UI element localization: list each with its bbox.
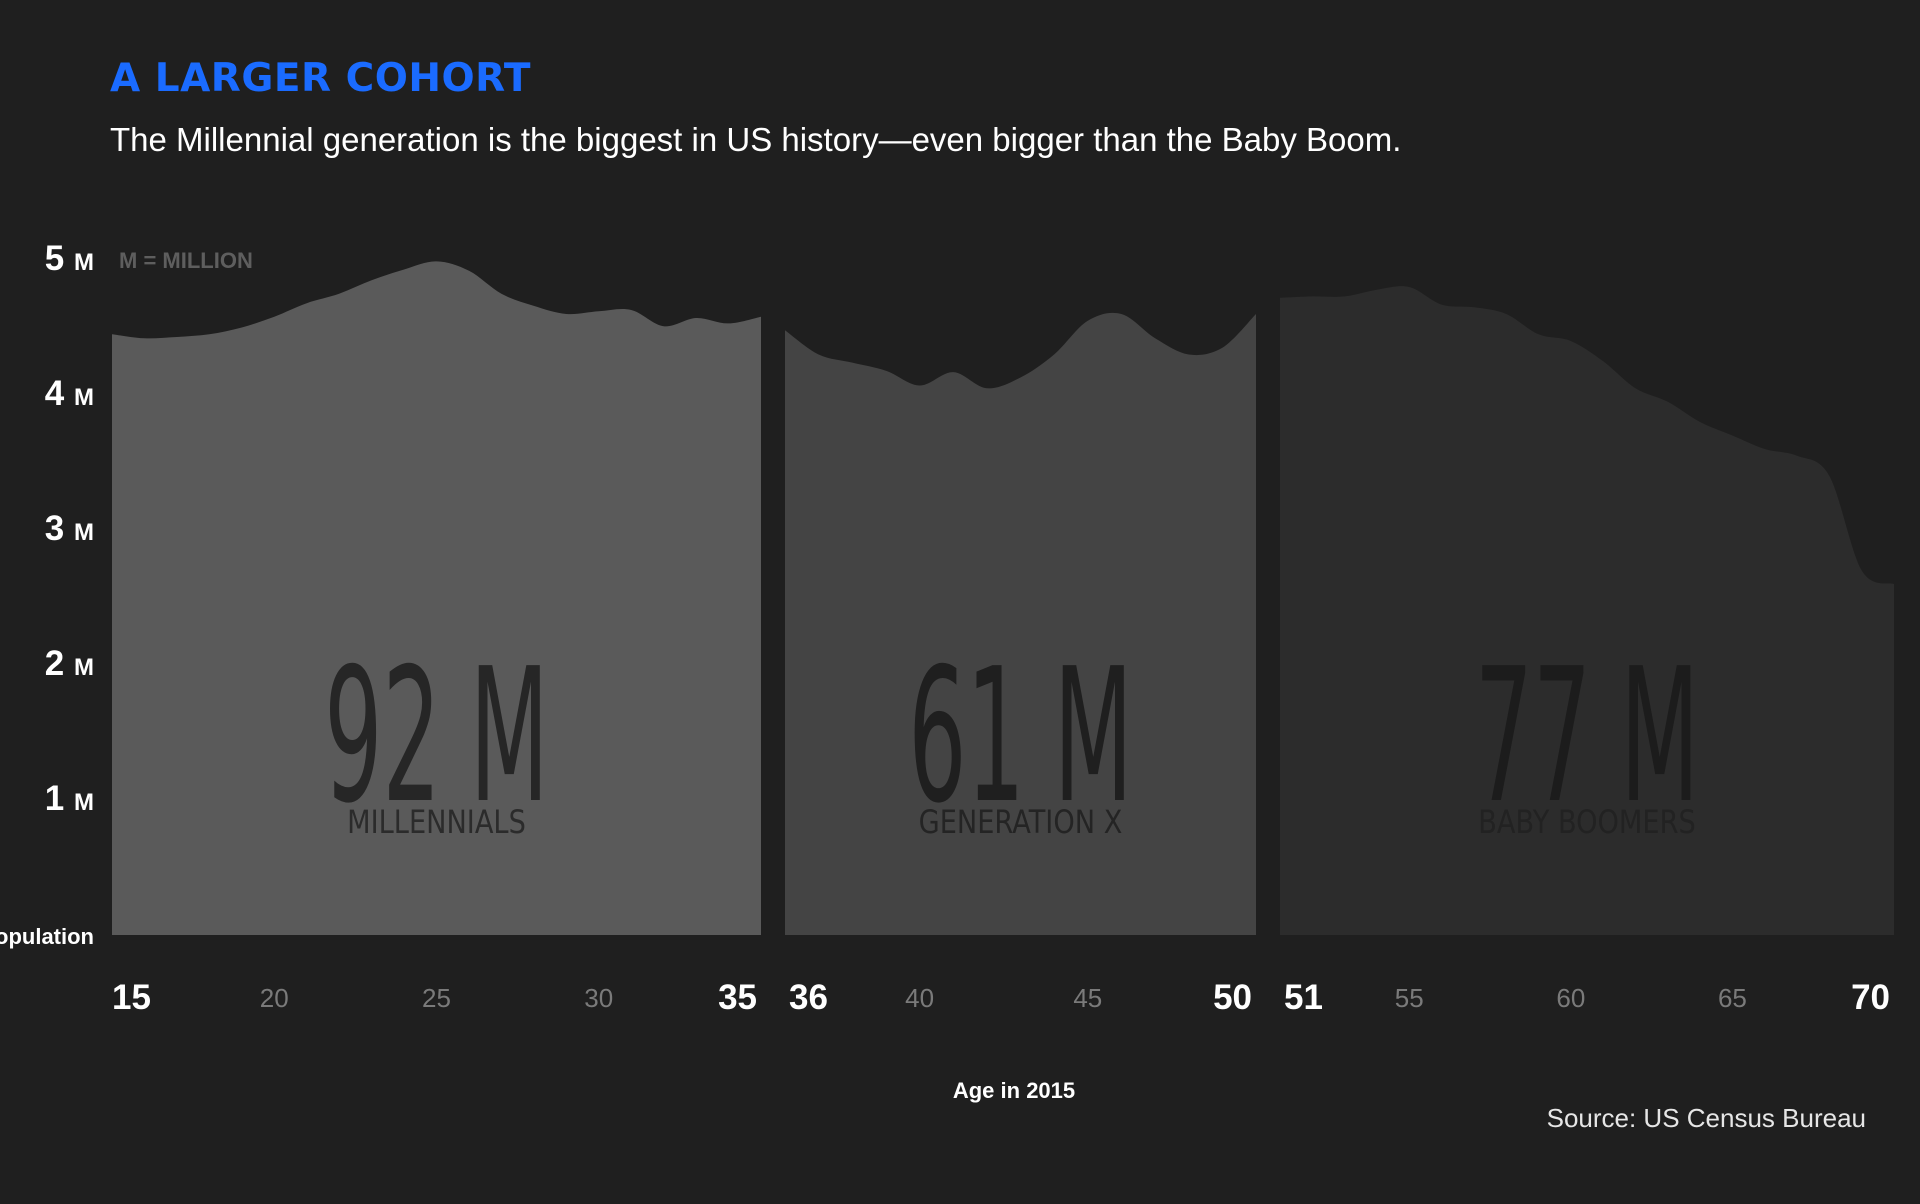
x-tick-label-minor: 45	[1073, 983, 1102, 1013]
x-tick-label-minor: 65	[1718, 983, 1747, 1013]
x-axis: Age in 2015 15 35 36 50 51 70 20 25 30 40 45 55 60 65	[112, 978, 1890, 1103]
series-area-baby-boomers	[1280, 286, 1894, 935]
cohort-total-label: 77 M	[1475, 629, 1700, 845]
x-tick-label-major: 15	[112, 978, 151, 1017]
x-tick-label-minor: 60	[1556, 983, 1585, 1013]
chart-title: A LARGER COHORT	[110, 56, 532, 101]
y-tick-label: 3 M	[45, 509, 94, 548]
y-axis-unit-note: M = MILLION	[119, 248, 253, 273]
cohort-name-label: GENERATION X	[919, 804, 1123, 842]
y-tick-label: 2 M	[45, 644, 94, 683]
series-area-generation-x	[785, 312, 1256, 935]
cohort-total-label: 92 M	[324, 629, 549, 845]
series-area-millennials	[112, 261, 761, 935]
series-areas	[112, 261, 1894, 935]
x-tick-label-major: 35	[718, 978, 757, 1017]
cohort-name-label: MILLENNIALS	[347, 804, 526, 842]
x-tick-label-minor: 40	[905, 983, 934, 1013]
x-tick-label-minor: 55	[1395, 983, 1424, 1013]
x-tick-label-major: 50	[1213, 978, 1252, 1017]
y-tick-label: 1 M	[45, 779, 94, 818]
y-tick-label: 5 M	[45, 239, 94, 278]
source-note: Source: US Census Bureau	[1546, 1103, 1866, 1133]
x-tick-label-minor: 30	[584, 983, 613, 1013]
x-tick-label-major: 36	[789, 978, 828, 1017]
chart-subtitle: The Millennial generation is the biggest…	[110, 121, 1402, 158]
x-tick-label-minor: 20	[260, 983, 289, 1013]
x-tick-label-major: 70	[1851, 978, 1890, 1017]
cohort-total-label: 61 M	[908, 629, 1133, 845]
cohort-name-label: BABY BOOMERS	[1478, 804, 1695, 842]
x-tick-label-major: 51	[1284, 978, 1323, 1017]
x-tick-label-minor: 25	[422, 983, 451, 1013]
x-axis-label: Age in 2015	[953, 1078, 1075, 1103]
y-axis: M = MILLION Population 1 M 2 M 3 M 4 M 5 M	[0, 239, 253, 949]
y-axis-label: Population	[0, 924, 94, 949]
y-tick-label: 4 M	[45, 374, 94, 413]
